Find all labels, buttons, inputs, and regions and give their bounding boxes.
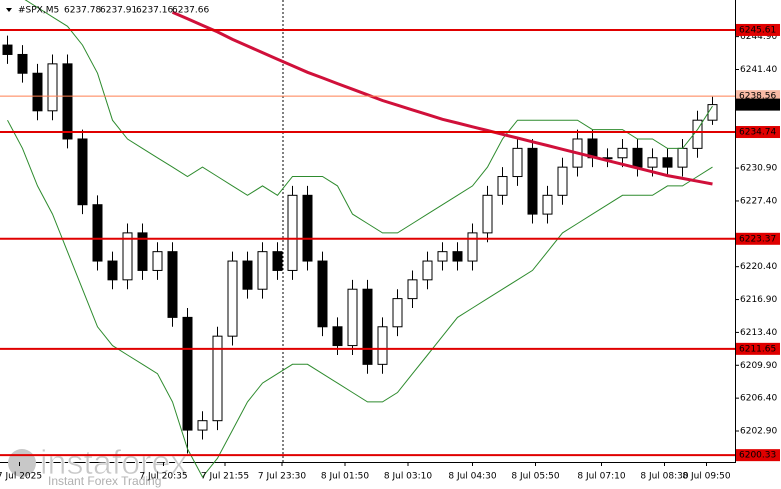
current-price-bg [736, 98, 780, 111]
candle-body [677, 147, 688, 168]
y-tick-label: 6220.40 [740, 262, 777, 272]
y-tick-label: 6227.40 [740, 196, 777, 206]
candle-body [392, 298, 403, 328]
current-price-label: 6237.66 [739, 100, 776, 110]
level-label-bg [736, 23, 780, 36]
candle-body [467, 232, 478, 262]
candle-body [167, 251, 178, 318]
level-label: 6245.61 [739, 25, 776, 35]
candle-body [437, 251, 448, 262]
level-label-bg [736, 126, 780, 139]
candle-body [302, 194, 313, 262]
candle-body [47, 63, 58, 112]
candle-body [2, 44, 13, 55]
ohlc-low: 6237.16 [136, 6, 173, 16]
candle-body [212, 335, 223, 422]
level-label-bg [736, 232, 780, 245]
level-label: 6234.74 [739, 128, 776, 138]
candle-body [407, 279, 418, 300]
y-tick-label: 6230.90 [740, 164, 777, 174]
candle-body [17, 53, 28, 74]
bollinger-band [24, 0, 713, 234]
x-tick-label: 8 Jul 05:50 [511, 472, 560, 482]
x-tick-label: 8 Jul 07:10 [577, 472, 626, 482]
x-tick-label: 8 Jul 09:50 [682, 472, 731, 482]
candle-body [347, 288, 358, 347]
level-label: 6223.37 [739, 234, 776, 244]
candle-body [32, 72, 43, 112]
candle-body [257, 251, 268, 290]
level-label: 6238.56 [739, 92, 776, 102]
candle-body [227, 260, 238, 337]
symbol: #SPX,M5 [18, 6, 59, 16]
y-tick-label: 6206.40 [740, 394, 777, 404]
x-tick-label: 8 Jul 08:30 [640, 472, 689, 482]
ohlc-close: 6237.66 [172, 6, 209, 16]
plot-area [2, 0, 718, 478]
ohlc-high: 6237.91 [100, 6, 137, 16]
candle-body [377, 326, 388, 365]
x-tick-label: 8 Jul 03:10 [384, 472, 433, 482]
candle-body [557, 166, 568, 196]
candle-body [512, 147, 523, 178]
x-tick-label: 8 Jul 01:50 [321, 472, 370, 482]
candle-body [92, 204, 103, 262]
y-tick-label: 6241.40 [740, 65, 777, 75]
candle-body [332, 326, 343, 347]
candle-body [287, 194, 298, 271]
level-label-bg [736, 449, 780, 462]
y-tick-label: 6209.90 [740, 361, 777, 371]
y-tick-label: 6213.40 [740, 328, 777, 338]
ohlc-open: 6237.78 [64, 6, 101, 16]
bollinger-band [7, 119, 713, 478]
x-tick-label: 7 Jul 20:35 [139, 472, 187, 482]
candle-body [647, 157, 658, 168]
level-label: 6211.65 [739, 344, 776, 354]
candle-body [182, 316, 193, 431]
candle-body [137, 232, 148, 271]
candle-body [317, 260, 328, 328]
y-tick-label: 6244.90 [740, 32, 777, 42]
candle-body [107, 260, 118, 281]
candle-body [632, 147, 643, 168]
watermark-tagline: Instant Forex Trading [48, 474, 161, 488]
candle-body [197, 420, 208, 431]
candle-body [542, 194, 553, 215]
level-label: 6200.33 [739, 451, 776, 461]
candle-body [152, 251, 163, 271]
moving-average [171, 10, 713, 186]
candle-body [422, 260, 433, 281]
y-tick-label: 6216.90 [740, 295, 777, 305]
candle-body [62, 63, 73, 140]
candle-body [362, 288, 373, 365]
x-tick-label: 8 Jul 04:30 [448, 472, 497, 482]
candle-body [662, 157, 673, 168]
candle-body [527, 147, 538, 215]
candle-body [272, 251, 283, 271]
y-tick-label: 6202.90 [740, 427, 777, 437]
candle-body [242, 260, 253, 290]
candle-body [692, 119, 703, 149]
x-tick-label: 7 Jul 23:30 [258, 472, 307, 482]
candle-body [122, 232, 133, 281]
level-label-bg [736, 342, 780, 355]
candle-body [77, 138, 88, 206]
candle-body [452, 251, 463, 262]
candle-body [497, 176, 508, 196]
x-tick-label: 7 Jul 21:55 [201, 472, 249, 482]
candle-body [482, 194, 493, 234]
menu-arrow [6, 8, 12, 12]
x-tick-label: 7 Jul 2025 [0, 472, 42, 482]
candle-body [617, 147, 628, 159]
